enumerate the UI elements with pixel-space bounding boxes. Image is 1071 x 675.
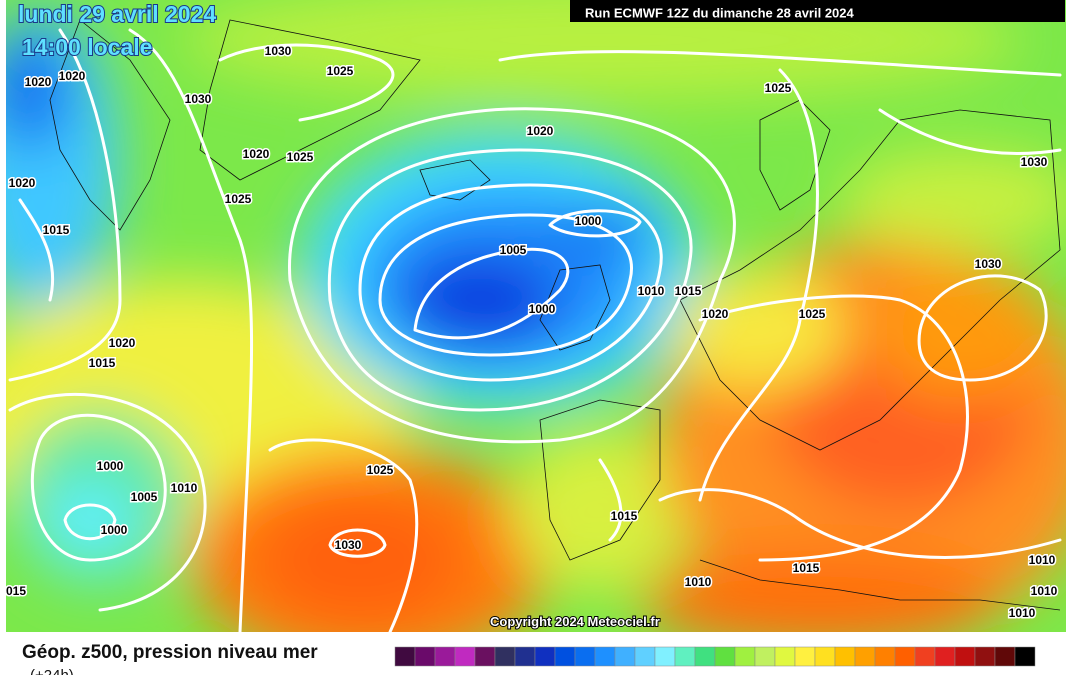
colorbar-swatch	[774, 646, 796, 667]
isobar-label: 1030	[185, 92, 212, 106]
isobar-label: 1015	[89, 356, 116, 370]
isobars	[8, 28, 1062, 632]
run-info: Run ECMWF 12Z du dimanche 28 avril 2024	[585, 5, 855, 20]
isobar-label: 1010	[1031, 584, 1058, 598]
run-banner	[570, 0, 1065, 22]
colorbar-swatch	[974, 646, 996, 667]
isobar-label: 1020	[243, 147, 270, 161]
legend-title: Géop. z500, pression niveau mer	[22, 642, 318, 663]
colorbar-swatch	[514, 646, 536, 667]
isobar-label: 1005	[131, 490, 158, 504]
colorbar-swatch	[614, 646, 636, 667]
colorbar-swatch	[634, 646, 656, 667]
colorbar-swatch	[474, 646, 496, 667]
isobar-label: 1025	[327, 64, 354, 78]
map-time: 14:00 locale	[22, 34, 152, 60]
colorbar-swatch	[454, 646, 476, 667]
colorbar-swatch	[554, 646, 576, 667]
isobar-label: 1010	[1009, 606, 1036, 620]
isobar-label: 1010	[685, 575, 712, 589]
isobar-label: 1020	[25, 75, 52, 89]
colorbar-swatch	[894, 646, 916, 667]
isobar-label: 1030	[335, 538, 362, 552]
colorbar-swatch	[754, 646, 776, 667]
colorbar-swatch	[854, 646, 876, 667]
colorbar-swatch	[954, 646, 976, 667]
isobar-label: 1025	[367, 463, 394, 477]
isobar-label: 1015	[611, 509, 638, 523]
colorbar-swatch	[574, 646, 596, 667]
isobar-label: 1020	[59, 69, 86, 83]
copyright: Copyright 2024 Meteociel.fr	[490, 614, 660, 629]
colorbar-swatch	[834, 646, 856, 667]
colorbar-swatch	[394, 646, 416, 667]
colorbar-swatch	[734, 646, 756, 667]
colorbar-swatch	[934, 646, 956, 667]
isobar-label: 1025	[287, 150, 314, 164]
isobar-label: 1005	[500, 243, 527, 257]
forecast-step: (+24h)	[30, 667, 74, 675]
isobar-label: 1030	[1021, 155, 1048, 169]
colorbar	[394, 646, 1036, 667]
isobar-label: 1025	[765, 81, 792, 95]
isobar-label: 1015	[793, 561, 820, 575]
colorbar-swatch	[714, 646, 736, 667]
isobar-label: 015	[6, 584, 26, 598]
isobar-label: 1020	[9, 176, 36, 190]
isobar-label: 1030	[265, 44, 292, 58]
isobar-label: 1010	[1029, 553, 1056, 567]
isobar-label: 1010	[638, 284, 665, 298]
colorbar-swatch	[794, 646, 816, 667]
isobar-label: 1025	[225, 192, 252, 206]
colorbar-swatch	[414, 646, 436, 667]
isobar-label: 1015	[675, 284, 702, 298]
colorbar-swatch	[1014, 646, 1036, 667]
colorbar-swatch	[434, 646, 456, 667]
isobar-label: 1000	[529, 302, 556, 316]
isobar-labels: 1030 1025 1020 1020 1030 1020 1025 1020 1025 1015…	[4, 43, 1059, 622]
colorbar-swatch	[814, 646, 836, 667]
colorbar-swatch	[914, 646, 936, 667]
colorbar-swatch	[654, 646, 676, 667]
colorbar-swatch	[874, 646, 896, 667]
isobar-label: 1010	[171, 481, 198, 495]
isobar-label: 1020	[527, 124, 554, 138]
isobar-label: 1000	[575, 214, 602, 228]
colorbar-swatch	[534, 646, 556, 667]
isobar-label: 1020	[109, 336, 136, 350]
colorbar-swatch	[694, 646, 716, 667]
colorbar-swatch	[994, 646, 1016, 667]
isobar-label: 1015	[43, 223, 70, 237]
isobar-label: 1030	[975, 257, 1002, 271]
map-date: lundi 29 avril 2024	[18, 1, 216, 27]
colorbar-swatch	[494, 646, 516, 667]
isobar-label: 1000	[97, 459, 124, 473]
isobar-label: 1020	[702, 307, 729, 321]
colorbar-swatch	[674, 646, 696, 667]
isobar-label: 1000	[101, 523, 128, 537]
isobar-label: 1025	[799, 307, 826, 321]
colorbar-swatch	[594, 646, 616, 667]
